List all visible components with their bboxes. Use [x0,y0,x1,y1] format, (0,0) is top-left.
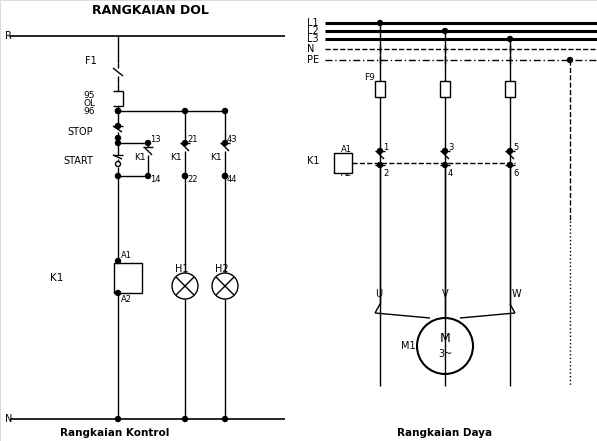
Circle shape [223,141,227,146]
Text: K1: K1 [170,153,181,162]
Text: K1: K1 [210,153,221,162]
Circle shape [183,173,187,179]
Text: M: M [439,332,450,344]
Bar [375,81,385,97]
Text: PE: PE [307,55,319,65]
Text: 4: 4 [448,169,453,179]
Text: K1: K1 [50,273,63,283]
Text: 95: 95 [83,91,94,101]
Text: L2: L2 [307,26,319,36]
Circle shape [377,162,383,168]
Bar [505,81,515,97]
Text: V: V [442,289,448,299]
Text: RANGKAIAN DOL: RANGKAIAN DOL [91,4,208,18]
Bar [440,81,450,97]
Circle shape [183,173,187,179]
Circle shape [146,141,150,146]
Text: A2: A2 [121,295,132,303]
Circle shape [223,173,227,179]
Circle shape [183,141,187,146]
Text: F9: F9 [364,72,375,82]
Circle shape [223,173,227,179]
Text: Rangkaian Kontrol: Rangkaian Kontrol [60,428,170,438]
Text: N: N [307,44,315,54]
Text: L1: L1 [307,18,319,28]
Text: 3~: 3~ [438,349,452,359]
Circle shape [223,108,227,113]
Circle shape [115,108,121,113]
Text: 5: 5 [513,142,518,152]
Circle shape [115,173,121,179]
Circle shape [183,108,187,113]
Circle shape [146,173,150,179]
Text: A1: A1 [121,250,132,259]
Circle shape [507,37,512,41]
Text: OL: OL [83,100,95,108]
Text: R: R [5,31,12,41]
Circle shape [115,135,121,141]
Circle shape [377,20,383,26]
Circle shape [115,291,121,295]
Text: STOP: STOP [67,127,93,137]
Circle shape [442,29,448,34]
Text: 96: 96 [83,106,94,116]
Text: K1: K1 [307,156,319,166]
Text: 22: 22 [187,176,198,184]
Text: 1: 1 [383,142,388,152]
Circle shape [115,108,121,113]
Circle shape [115,123,121,128]
Circle shape [115,258,121,264]
Circle shape [507,162,512,168]
Text: M1: M1 [401,341,416,351]
Circle shape [183,416,187,422]
Text: A2: A2 [341,169,352,179]
Text: 21: 21 [187,135,198,143]
Circle shape [442,162,448,168]
Text: 3: 3 [448,142,453,152]
Text: 44: 44 [227,176,238,184]
Text: U: U [375,289,382,299]
Circle shape [568,57,573,63]
Text: F1: F1 [85,56,97,66]
Text: 6: 6 [513,169,518,179]
Text: 43: 43 [227,135,238,143]
Text: A1: A1 [341,146,352,154]
Circle shape [507,149,512,153]
Text: K1: K1 [134,153,146,162]
Text: 14: 14 [150,176,161,184]
Text: N: N [5,414,13,424]
Circle shape [115,416,121,422]
Text: H2: H2 [215,264,229,274]
Text: 2: 2 [383,169,388,179]
Text: Rangkaian Daya: Rangkaian Daya [398,428,493,438]
Bar [114,263,142,293]
Text: L3: L3 [307,34,319,44]
Circle shape [115,141,121,146]
Text: W: W [512,289,522,299]
Circle shape [377,149,383,153]
Bar [334,153,352,173]
Text: START: START [63,156,93,166]
Text: H1: H1 [175,264,189,274]
Circle shape [223,416,227,422]
Circle shape [442,149,448,153]
Text: 13: 13 [150,135,161,143]
